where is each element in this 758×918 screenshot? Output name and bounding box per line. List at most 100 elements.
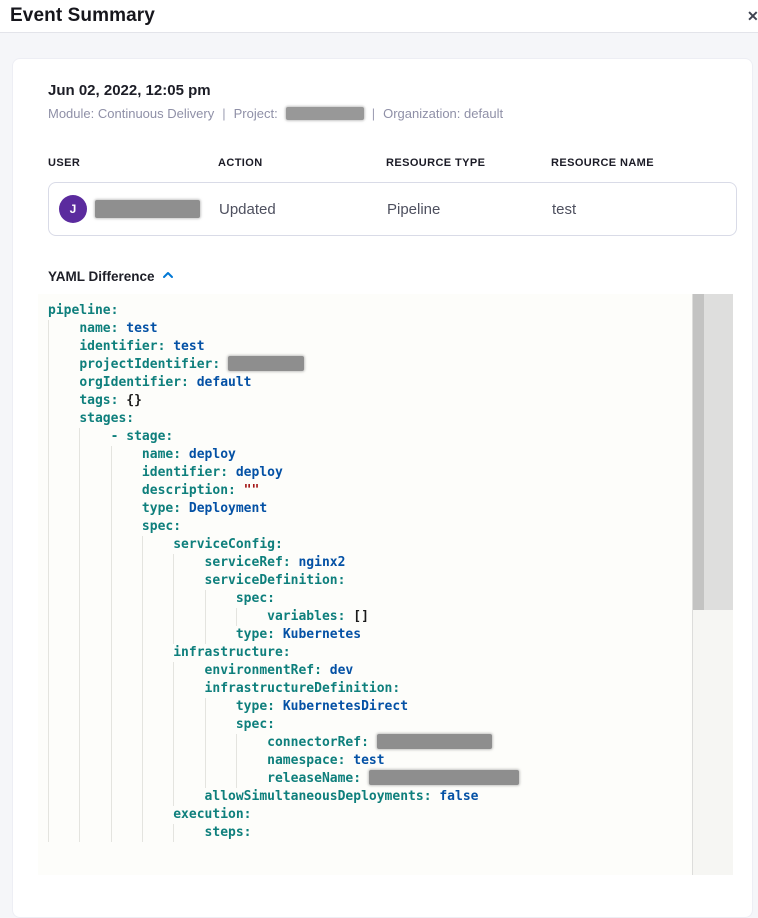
indent-guide bbox=[141, 536, 143, 554]
indent-guide bbox=[48, 500, 49, 518]
indent-guide bbox=[48, 554, 49, 572]
indent-guide bbox=[110, 536, 112, 554]
yaml-key: namespace: bbox=[267, 753, 346, 768]
indent-guide bbox=[48, 716, 49, 734]
code-line: connectorRef: bbox=[38, 733, 692, 752]
indent-guide bbox=[141, 698, 143, 716]
code-line: allowSimultaneousDeployments: false bbox=[38, 788, 692, 806]
indent-guide bbox=[79, 698, 81, 716]
meta-separator: | bbox=[222, 106, 226, 121]
indent-guide bbox=[173, 662, 175, 680]
yaml-value: false bbox=[439, 789, 479, 804]
event-summary-card: Jun 02, 2022, 12:05 pm Module: Continuou… bbox=[12, 58, 753, 918]
yaml-key: - stage: bbox=[110, 429, 174, 444]
yaml-key: allowSimultaneousDeployments: bbox=[204, 789, 432, 804]
indent-guide bbox=[204, 752, 206, 770]
indent-guide bbox=[48, 662, 49, 680]
yaml-key: connectorRef: bbox=[267, 735, 369, 750]
indent-guide bbox=[141, 806, 143, 824]
indent-guide bbox=[48, 482, 49, 500]
yaml-key: name: bbox=[141, 447, 182, 462]
indent-guide bbox=[48, 536, 49, 554]
yaml-value: nginx2 bbox=[298, 555, 346, 570]
code-line: identifier: deploy bbox=[38, 464, 692, 482]
column-header-action: ACTION bbox=[218, 157, 263, 169]
yaml-key: steps: bbox=[204, 825, 252, 840]
top-bar: Event Summary ✕ bbox=[0, 0, 758, 33]
indent-guide bbox=[79, 428, 81, 446]
indent-guide bbox=[141, 554, 143, 572]
yaml-key: identifier: bbox=[141, 465, 229, 480]
indent-guide bbox=[110, 734, 112, 752]
yaml-key: serviceRef: bbox=[204, 555, 291, 570]
editor-scrollbar-track[interactable] bbox=[692, 294, 733, 875]
yaml-key: variables: bbox=[267, 609, 346, 624]
yaml-key: serviceConfig: bbox=[173, 537, 283, 552]
column-header-user: USER bbox=[48, 157, 81, 169]
indent-guide bbox=[141, 788, 143, 806]
code-line: pipeline: bbox=[38, 302, 692, 320]
code-line: type: Kubernetes bbox=[38, 626, 692, 644]
indent-guide bbox=[110, 716, 112, 734]
indent-guide bbox=[79, 680, 81, 698]
yaml-value: test bbox=[173, 339, 205, 354]
column-header-resource-type: RESOURCE TYPE bbox=[386, 157, 486, 169]
yaml-editor[interactable]: pipeline: name: test identifier: test pr… bbox=[38, 294, 733, 875]
indent-guide bbox=[79, 608, 81, 626]
yaml-editor-lines: pipeline: name: test identifier: test pr… bbox=[38, 302, 692, 842]
editor-scrollbar-thumb[interactable] bbox=[693, 294, 733, 610]
indent-guide bbox=[173, 734, 175, 752]
indent-guide bbox=[79, 554, 81, 572]
indent-guide bbox=[173, 716, 175, 734]
yaml-value: [] bbox=[353, 609, 369, 624]
yaml-difference-label: YAML Difference bbox=[48, 269, 155, 284]
yaml-value: deploy bbox=[235, 465, 283, 480]
redacted-value bbox=[376, 733, 492, 749]
indent-guide bbox=[110, 788, 112, 806]
code-line: name: deploy bbox=[38, 446, 692, 464]
indent-guide bbox=[173, 770, 175, 788]
project-label: Project: bbox=[233, 106, 278, 121]
module-label: Module: Continuous Delivery bbox=[48, 106, 215, 121]
code-line: description: "" bbox=[38, 482, 692, 500]
indent-guide bbox=[110, 644, 112, 662]
code-line: stages: bbox=[38, 410, 692, 428]
indent-guide bbox=[173, 572, 175, 590]
indent-guide bbox=[48, 824, 49, 842]
indent-guide bbox=[110, 482, 112, 500]
event-meta: Module: Continuous Delivery | Project: |… bbox=[48, 106, 752, 121]
indent-guide bbox=[48, 356, 49, 374]
yaml-key: identifier: bbox=[79, 339, 166, 354]
indent-guide bbox=[79, 824, 81, 842]
indent-guide bbox=[79, 482, 81, 500]
indent-guide bbox=[79, 518, 81, 536]
yaml-key: type: bbox=[235, 699, 275, 714]
code-line: serviceRef: nginx2 bbox=[38, 554, 692, 572]
indent-guide bbox=[48, 572, 49, 590]
yaml-key: infrastructure: bbox=[173, 645, 291, 660]
indent-guide bbox=[110, 518, 112, 536]
page-title: Event Summary bbox=[10, 5, 155, 26]
indent-guide bbox=[110, 698, 112, 716]
indent-guide bbox=[204, 608, 206, 626]
indent-guide bbox=[48, 464, 49, 482]
indent-guide bbox=[110, 572, 112, 590]
indent-guide bbox=[141, 590, 143, 608]
yaml-difference-toggle[interactable]: YAML Difference bbox=[48, 269, 174, 284]
yaml-key: execution: bbox=[173, 807, 252, 822]
code-line: execution: bbox=[38, 806, 692, 824]
code-line: steps: bbox=[38, 824, 692, 842]
indent-guide bbox=[141, 680, 143, 698]
yaml-key: tags: bbox=[79, 393, 119, 408]
indent-guide bbox=[48, 410, 49, 428]
close-icon[interactable]: ✕ bbox=[747, 6, 758, 26]
indent-guide bbox=[79, 644, 81, 662]
yaml-key: spec: bbox=[235, 717, 275, 732]
indent-guide bbox=[110, 446, 112, 464]
code-line: serviceDefinition: bbox=[38, 572, 692, 590]
code-line: name: test bbox=[38, 320, 692, 338]
indent-guide bbox=[48, 338, 49, 356]
indent-guide bbox=[141, 572, 143, 590]
indent-guide bbox=[173, 752, 175, 770]
yaml-value: deploy bbox=[188, 447, 236, 462]
